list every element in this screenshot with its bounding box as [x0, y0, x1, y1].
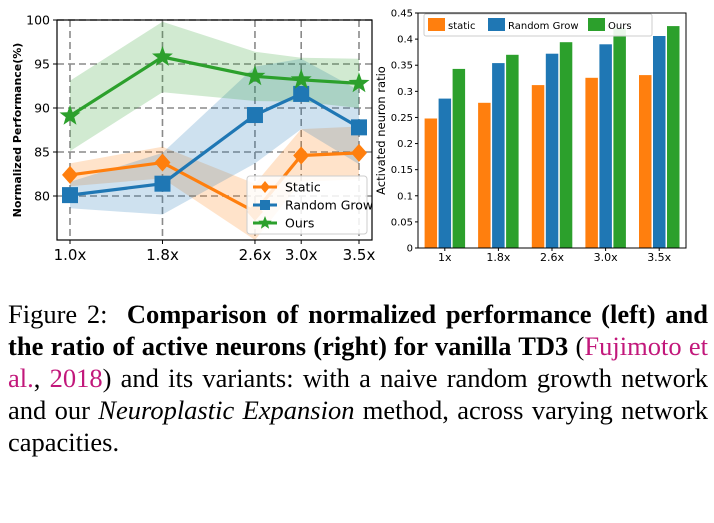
data-point: [246, 107, 263, 124]
bar: [545, 53, 559, 249]
y-tick-label: 0.1: [397, 191, 413, 202]
data-point: [62, 187, 78, 204]
legend-swatch: [488, 18, 505, 31]
activated-neuron-bar-chart: 1x 1.8x 2.6x 3.0x 3.5x 0 0.05 0.1 0.15 0.2 0.25 0.3…: [374, 9, 687, 264]
caption-cite-close: ): [102, 363, 112, 393]
legend-swatch-marker: [258, 216, 272, 229]
data-point: [351, 143, 367, 162]
y-tick-label: 100: [26, 13, 50, 28]
data-point: [59, 104, 81, 125]
bar: [506, 54, 519, 248]
plot-frame: [417, 12, 687, 249]
data-point: [293, 146, 310, 165]
figure-caption: Figure 2: Comparison of normalized perfo…: [8, 298, 708, 458]
figure-canvas: 80 85 90 95 100 1.0x 1.8x 2.6x 3.0x 3.5x Normalize…: [11, 9, 687, 265]
legend-swatch-marker: [260, 200, 270, 210]
bar: [667, 26, 680, 248]
y-tick-label: 0.25: [391, 113, 413, 124]
data-point: [62, 165, 78, 184]
x-tick-label: 2.6x: [239, 246, 272, 264]
data-point: [293, 85, 310, 102]
caption-bold-text: Comparison of normalized performance (le…: [8, 299, 708, 361]
caption-text-2: method, across varying network capacitie…: [8, 395, 708, 457]
caption-text-1: and its variants: with a naive random gr…: [8, 363, 709, 425]
x-tick-label: 1x: [438, 251, 452, 264]
bar: [531, 85, 545, 248]
bar: [559, 42, 573, 249]
data-point: [348, 72, 370, 93]
citation-author-link[interactable]: Fujimoto et al.: [8, 331, 708, 393]
x-tick-label: 1.0x: [54, 246, 87, 264]
x-tick-label: 3.0x: [594, 251, 618, 264]
bar: [424, 118, 438, 248]
legend-label: Ours: [285, 216, 314, 231]
data-point: [290, 68, 312, 89]
legend-swatch-marker: [260, 181, 270, 193]
bar: [492, 63, 505, 248]
x-tick-label: 3.0x: [285, 246, 318, 264]
data-point: [351, 119, 367, 136]
citation-year-link[interactable]: 2018: [49, 363, 103, 393]
y-tick-label: 0.45: [391, 9, 413, 20]
y-tick-label: 0.05: [391, 217, 413, 228]
confidence-band: [70, 58, 359, 215]
y-tick-label: 0.35: [391, 61, 413, 72]
y-tick-label: 90: [34, 101, 50, 116]
y-axis-label: Normalized Performance(%): [11, 43, 24, 218]
y-tick-label: 0.4: [397, 35, 413, 46]
data-point: [154, 175, 171, 192]
x-tick-label: 3.5x: [647, 251, 671, 264]
confidence-band: [70, 21, 359, 152]
bar: [438, 98, 452, 248]
bar: [452, 68, 466, 249]
data-point: [154, 153, 171, 172]
legend-box: [246, 175, 368, 235]
bar: [613, 28, 626, 248]
x-tick-label: 2.6x: [540, 251, 564, 264]
y-tick-label: 0.15: [391, 165, 413, 176]
bar: [585, 77, 598, 248]
legend-label: Random Grow: [285, 198, 373, 213]
x-tick-label: 1.8x: [146, 246, 179, 264]
performance-line-chart: 80 85 90 95 100 1.0x 1.8x 2.6x 3.0x 3.5x Normalize…: [11, 13, 375, 265]
data-point: [244, 65, 266, 86]
data-point: [152, 46, 173, 66]
y-tick-label: 95: [34, 57, 50, 72]
legend-label: static: [448, 21, 475, 32]
y-tick-label: 0: [407, 244, 413, 255]
plot-frame: [56, 19, 373, 241]
x-tick-label: 1.8x: [486, 251, 510, 264]
caption-label: Figure 2:: [8, 299, 108, 329]
y-tick-label: 0.3: [397, 87, 413, 98]
caption-cite-sep: ,: [33, 363, 50, 393]
bar: [653, 36, 666, 248]
legend-swatch: [428, 18, 445, 31]
legend-label: Static: [285, 180, 321, 195]
caption-cite-open: (: [568, 331, 585, 361]
legend-swatch: [588, 18, 605, 31]
x-tick-label: 3.5x: [343, 246, 376, 264]
y-axis-label: Activated neuron ratio: [374, 66, 388, 195]
caption-method-name: Neuroplastic Expansion: [98, 395, 355, 425]
confidence-band: [70, 126, 359, 240]
y-tick-label: 85: [34, 145, 50, 160]
bar: [599, 44, 612, 248]
y-tick-label: 0.2: [397, 139, 413, 150]
bar: [639, 75, 652, 248]
legend-label: Random Grow: [508, 21, 579, 32]
y-tick-label: 80: [34, 189, 50, 204]
legend-label: Ours: [608, 21, 632, 32]
bar: [478, 102, 491, 248]
